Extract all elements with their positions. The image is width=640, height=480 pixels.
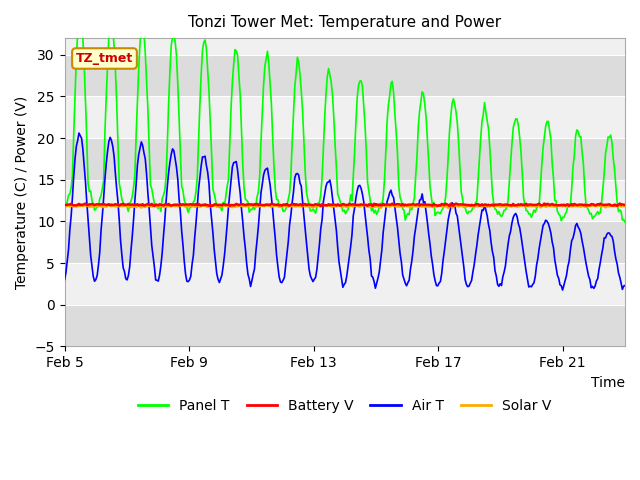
Air T [387,187,395,193]
Legend: Panel T, Battery V, Air T, Solar V: Panel T, Battery V, Air T, Solar V [132,394,557,419]
Air T [577,230,584,236]
Solar V [451,203,458,209]
Panel T [451,101,458,107]
Air T [493,282,501,288]
Air T [621,283,629,288]
Panel T [493,211,501,217]
Solar V [476,201,483,207]
Panel T [105,33,113,38]
Battery V [577,202,584,208]
Panel T [621,219,629,225]
Air T [506,233,513,239]
Line: Panel T: Panel T [65,10,625,222]
Bar [65,221,625,263]
X-axis label: Time: Time [591,376,625,390]
Bar [65,180,625,221]
Title: Tonzi Tower Met: Temperature and Power: Tonzi Tower Met: Temperature and Power [188,15,501,30]
Solar V [621,203,629,208]
Solar V [577,204,584,210]
Solar V [444,205,452,211]
Air T [61,276,68,282]
Battery V [506,202,513,208]
Battery V [541,201,548,206]
Text: TZ_tmet: TZ_tmet [76,52,133,65]
Bar [65,96,625,138]
Solar V [507,204,515,210]
Y-axis label: Temperature (C) / Power (V): Temperature (C) / Power (V) [15,96,29,289]
Air T [559,287,566,293]
Air T [105,139,113,144]
Solar V [61,203,68,208]
Bar [65,138,625,180]
Bar [65,263,625,305]
Battery V [451,202,458,207]
Battery V [493,202,501,207]
Panel T [506,180,513,185]
Solar V [495,203,503,209]
Solar V [386,204,394,209]
Panel T [76,7,84,12]
Battery V [387,202,395,207]
Battery V [369,204,376,209]
Air T [75,130,83,136]
Solar V [104,203,111,209]
Battery V [61,202,68,208]
Panel T [61,203,68,208]
Panel T [575,134,583,140]
Panel T [387,81,395,86]
Line: Solar V: Solar V [65,204,625,208]
Line: Battery V: Battery V [65,204,625,206]
Bar [65,55,625,96]
Bar [65,305,625,347]
Air T [451,202,458,207]
Battery V [104,202,111,208]
Battery V [621,202,629,208]
Line: Air T: Air T [65,133,625,290]
